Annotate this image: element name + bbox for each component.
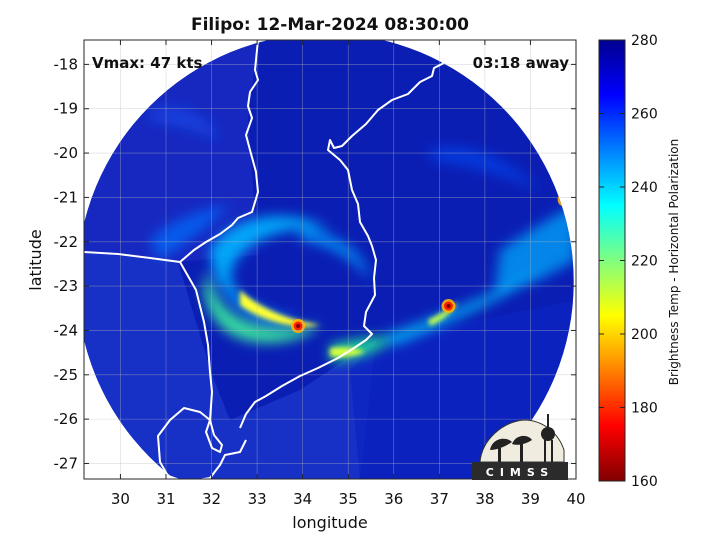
colorbar-tick-label: 240 [631, 180, 658, 196]
x-tick-label: 32 [202, 490, 221, 508]
colorbar-ticks: 280 260 240 220 200 180 160 [599, 33, 658, 490]
border-south-africa [157, 261, 247, 479]
x-tick-label: 39 [521, 490, 540, 508]
colorbar-label: Brightness Temp - Horizontal Polarizatio… [667, 139, 681, 386]
x-tick-label: 35 [339, 490, 358, 508]
x-tick-label: 30 [111, 490, 130, 508]
border-eswatini [205, 419, 223, 453]
y-tick-label: -19 [54, 100, 79, 118]
x-tick-label: 33 [248, 490, 267, 508]
x-tick-label: 40 [566, 490, 585, 508]
convection-cell-1 [291, 319, 306, 334]
cimss-logo: CIMSS [472, 414, 568, 480]
x-tick-label: 31 [156, 490, 175, 508]
colorbar-tick-label: 200 [631, 327, 658, 343]
y-tick-label: -18 [54, 55, 79, 73]
x-tick-label: 36 [384, 490, 403, 508]
axes-frame [83, 39, 577, 480]
y-tick-label: -24 [54, 321, 79, 339]
y-axis-label: latitude [26, 229, 45, 290]
vmax-label: Vmax: 47 kts [92, 54, 202, 72]
border-zimbabwe-mozambique [84, 40, 259, 263]
colorbar-tick-label: 220 [631, 254, 658, 270]
y-axis-ticks: -18 -19 -20 -21 -22 -23 -24 -25 -26 -27 [54, 55, 576, 472]
y-tick-label: -21 [54, 188, 79, 206]
coastline-mozambique [239, 40, 469, 429]
logo-text: CIMSS [486, 466, 554, 479]
y-tick-label: -20 [54, 144, 79, 162]
colorbar-tick-label: 180 [631, 401, 658, 417]
coastlines [84, 40, 469, 479]
x-tick-label: 38 [475, 490, 494, 508]
colorbar: 280 260 240 220 200 180 160 Brightness Temp - … [598, 33, 681, 490]
time-away-label: 03:18 away [473, 54, 570, 72]
chart-title: Filipo: 12-Mar-2024 08:30:00 [191, 15, 469, 35]
x-tick-label: 37 [430, 490, 449, 508]
y-tick-label: -25 [54, 366, 79, 384]
y-tick-label: -23 [54, 277, 79, 295]
x-axis-label: longitude [292, 513, 367, 532]
y-tick-label: -27 [54, 454, 79, 472]
colorbar-tick-label: 160 [631, 474, 658, 490]
colorbar-tick-label: 280 [631, 33, 658, 49]
x-tick-label: 34 [293, 490, 312, 508]
x-axis-ticks: 30 31 32 33 34 35 36 37 38 39 40 [111, 40, 586, 508]
colorbar-tick-label: 260 [631, 107, 658, 123]
land-tone-south [84, 252, 376, 479]
convection-cell-2 [441, 299, 456, 314]
y-tick-label: -22 [54, 233, 79, 251]
y-tick-label: -26 [54, 410, 79, 428]
